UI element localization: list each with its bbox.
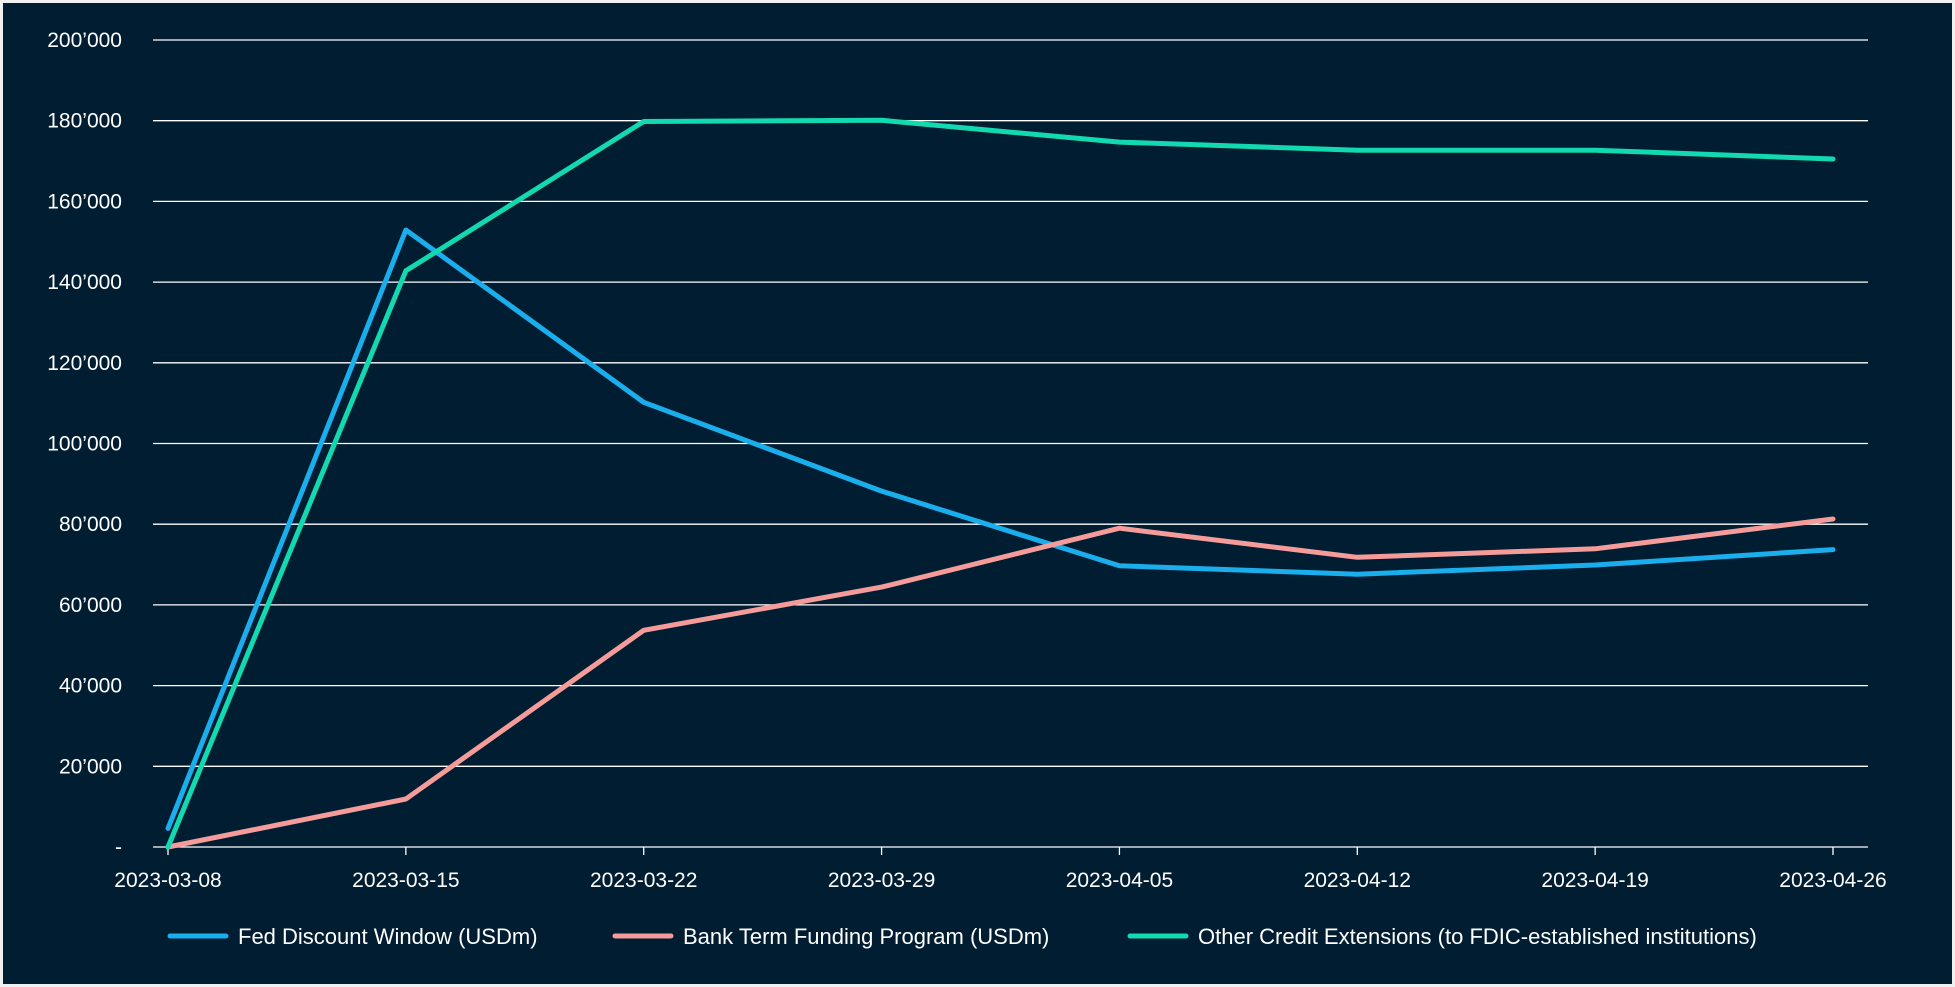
legend: Fed Discount Window (USDm) Bank Term Fund… — [167, 924, 1757, 949]
y-tick-label: 140’000 — [47, 271, 122, 294]
y-tick-label: 40’000 — [59, 675, 122, 698]
x-axis-tick-labels: 2023-03-08 2023-03-15 2023-03-22 2023-03-29… — [114, 847, 1887, 892]
x-tick-label: 2023-03-08 — [114, 869, 221, 892]
x-tick-label: 2023-04-26 — [1779, 869, 1886, 892]
y-tick-label: 160’000 — [47, 190, 122, 213]
x-tick-label: 2023-03-29 — [828, 869, 935, 892]
y-tick-label: 60’000 — [59, 594, 122, 617]
legend-label-2: Bank Term Funding Program (USDm) — [683, 924, 1049, 949]
series-line-3 — [165, 117, 1836, 850]
x-tick-label: 2023-04-12 — [1304, 869, 1411, 892]
y-tick-label: 120’000 — [47, 352, 122, 375]
x-tick-label: 2023-03-22 — [590, 869, 697, 892]
legend-label-1: Fed Discount Window (USDm) — [238, 924, 538, 949]
x-tick-label: 2023-03-15 — [352, 869, 459, 892]
y-tick-label: 180’000 — [47, 110, 122, 133]
y-tick-label: 20’000 — [59, 755, 122, 778]
x-tick-label: 2023-04-05 — [1066, 869, 1173, 892]
y-axis-tick-labels: - 20’000 40’000 60’000 80’000 100’000 120’000 1… — [47, 29, 122, 859]
gridlines — [153, 39, 1868, 848]
series-line-1 — [165, 227, 1836, 831]
y-tick-label: 80’000 — [59, 513, 122, 536]
series-line-2 — [165, 516, 1836, 850]
y-tick-label: 100’000 — [47, 433, 122, 456]
y-tick-label: 200’000 — [47, 29, 122, 52]
legend-label-3: Other Credit Extensions (to FDIC-establi… — [1198, 924, 1757, 949]
series-lines — [165, 117, 1836, 850]
y-tick-label: - — [115, 836, 122, 859]
x-tick-label: 2023-04-19 — [1541, 869, 1648, 892]
